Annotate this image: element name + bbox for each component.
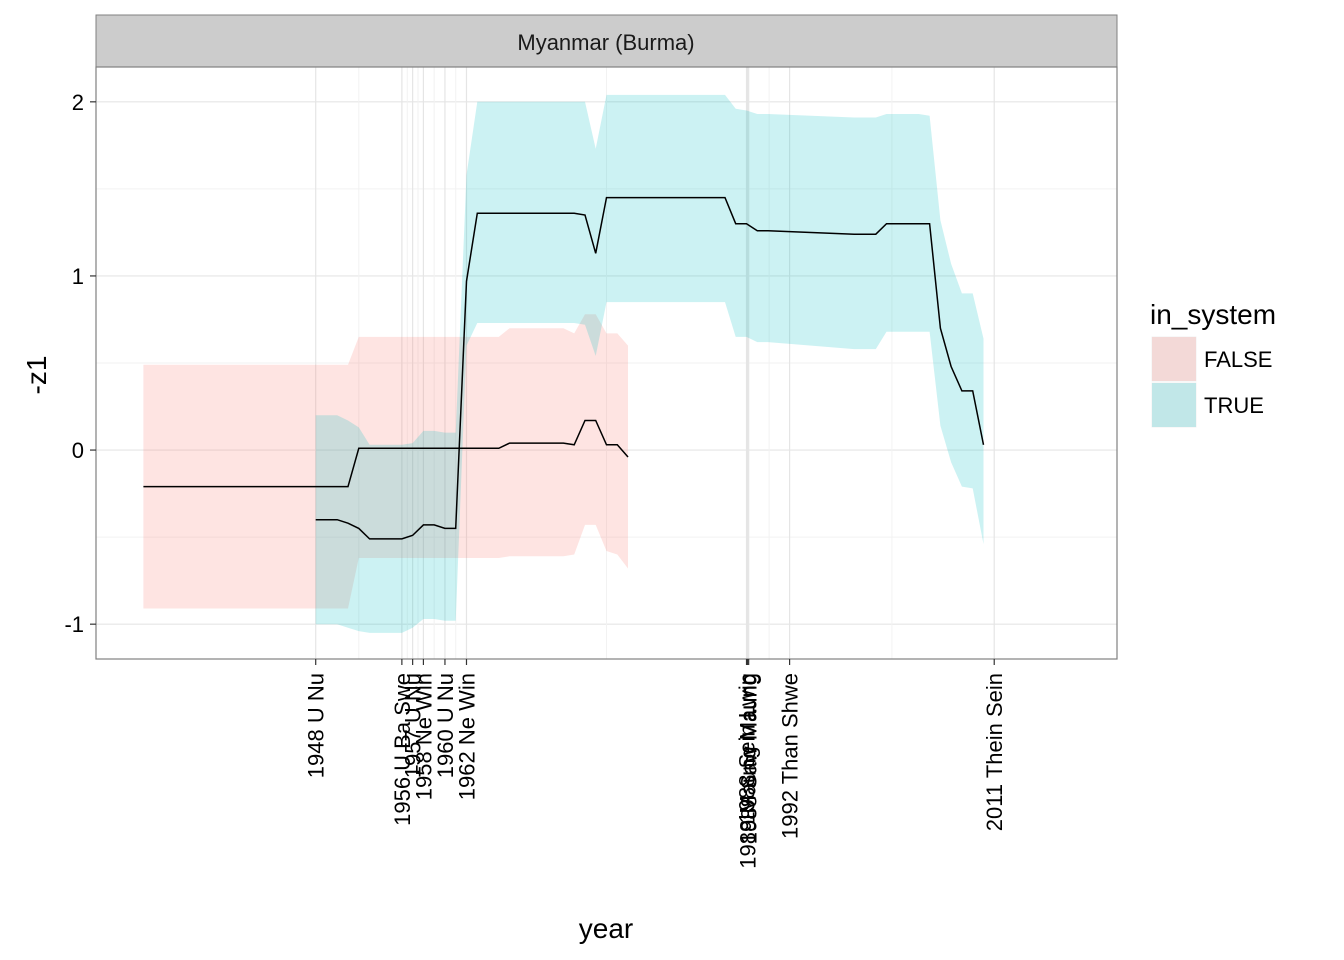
y-axis: -1 0 1 2: [64, 90, 96, 637]
x-tick-label: 1988 Saw Maung: [737, 673, 762, 844]
facet-label: Myanmar (Burma): [517, 30, 694, 55]
ribbon-false: [143, 314, 628, 609]
legend-key-bg: [1150, 335, 1198, 383]
legend-title: in_system: [1150, 299, 1276, 330]
x-tick-label: 1948 U Nu: [304, 673, 329, 778]
legend-key: [1152, 337, 1196, 381]
y-tick-label: 1: [72, 264, 84, 289]
x-tick-label: 1960 U Nu: [433, 673, 458, 778]
y-axis-title: -z1: [21, 356, 52, 395]
legend-key: [1152, 383, 1196, 427]
ribbon-true: [315, 94, 984, 633]
line-true: [315, 196, 985, 540]
x-tick-label: 1992 Than Shwe: [778, 673, 803, 839]
grid-layer: [96, 67, 1117, 659]
x-tick-label: 1988 Sein Lwin: [735, 673, 760, 823]
x-axis-title: year: [579, 913, 633, 944]
legend-label: TRUE: [1204, 393, 1264, 418]
legend-label: FALSE: [1204, 347, 1272, 372]
legend: in_system FALSE TRUE: [1150, 299, 1276, 429]
x-tick-label: 1962 Ne Win: [455, 673, 480, 800]
x-tick-label: 1988 Maung Maung: [736, 673, 761, 869]
y-tick-label: 0: [72, 438, 84, 463]
ribbons-layer: [143, 94, 984, 633]
x-tick-label: 2011 Thein Sein: [982, 673, 1007, 831]
line-false: [143, 419, 629, 488]
y-tick-label: 2: [72, 90, 84, 115]
lines-layer: [143, 196, 985, 540]
x-tick-label: 1957 U Nu: [401, 673, 426, 778]
facet-strip: [95, 14, 1118, 68]
x-tick-label: 1958 Ne Win: [411, 673, 436, 800]
legend-key-bg: [1150, 381, 1198, 429]
x-tick-label: 1956 U Ba Swe: [390, 673, 415, 826]
plot-panel-border: [95, 66, 1118, 660]
y-tick-label: -1: [64, 612, 84, 637]
